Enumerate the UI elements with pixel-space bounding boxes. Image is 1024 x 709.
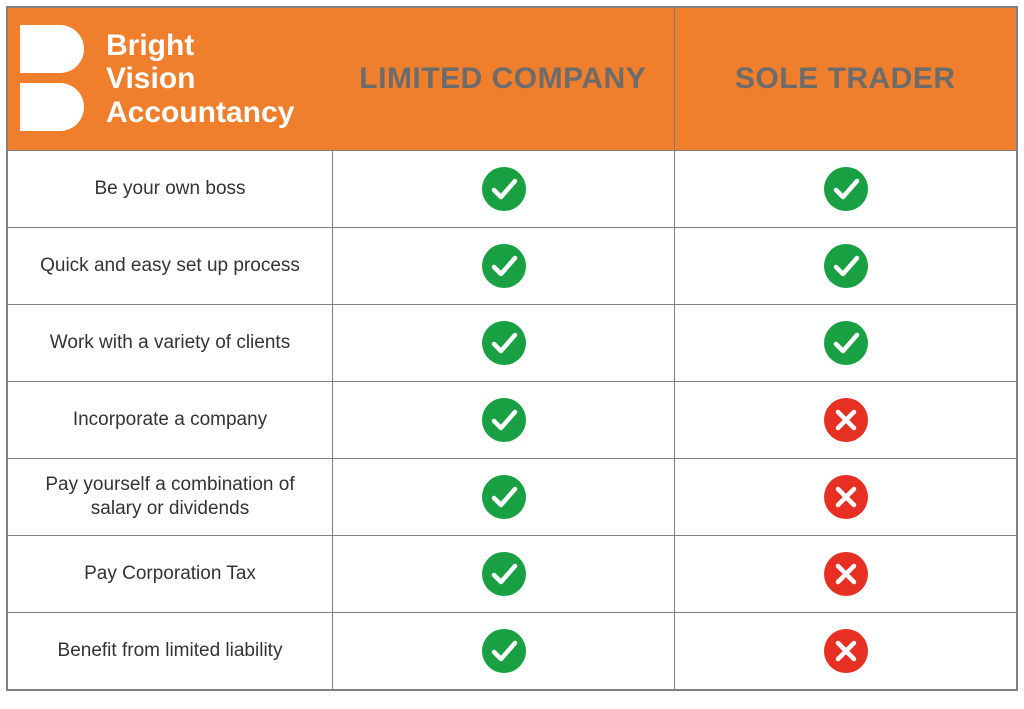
cell-sole-trader: [674, 613, 1016, 689]
check-icon: [824, 321, 868, 365]
check-icon: [824, 244, 868, 288]
cell-limited-company: [332, 305, 674, 381]
cell-sole-trader: [674, 382, 1016, 458]
feature-label: Benefit from limited liability: [8, 613, 332, 689]
table-row: Work with a variety of clients: [8, 304, 1016, 381]
check-icon: [482, 398, 526, 442]
table-row: Be your own boss: [8, 150, 1016, 227]
column-header-sole-trader: SOLE TRADER: [674, 8, 1017, 150]
cross-icon: [824, 475, 868, 519]
table-row: Quick and easy set up process: [8, 227, 1016, 304]
cell-sole-trader: [674, 151, 1016, 227]
cell-sole-trader: [674, 459, 1016, 535]
feature-label: Incorporate a company: [8, 382, 332, 458]
cross-icon: [824, 398, 868, 442]
column-header-limited-company: LIMITED COMPANY: [332, 8, 674, 150]
check-icon: [482, 321, 526, 365]
feature-label: Pay yourself a combination of salary or …: [8, 459, 332, 535]
check-icon: [482, 475, 526, 519]
cell-sole-trader: [674, 228, 1016, 304]
feature-label: Work with a variety of clients: [8, 305, 332, 381]
cell-limited-company: [332, 151, 674, 227]
check-icon: [482, 167, 526, 211]
brand-name: Bright Vision Accountancy: [106, 29, 294, 130]
cell-limited-company: [332, 228, 674, 304]
brand-logo-icon: [20, 25, 92, 133]
brand-cell: Bright Vision Accountancy: [8, 8, 332, 150]
check-icon: [482, 244, 526, 288]
cell-sole-trader: [674, 536, 1016, 612]
feature-label: Be your own boss: [8, 151, 332, 227]
table-body: Be your own bossQuick and easy set up pr…: [8, 150, 1016, 689]
check-icon: [824, 167, 868, 211]
cross-icon: [824, 552, 868, 596]
brand-line-3: Accountancy: [106, 96, 294, 130]
cell-limited-company: [332, 382, 674, 458]
table-row: Pay yourself a combination of salary or …: [8, 458, 1016, 535]
check-icon: [482, 552, 526, 596]
cross-icon: [824, 629, 868, 673]
table-row: Incorporate a company: [8, 381, 1016, 458]
cell-limited-company: [332, 613, 674, 689]
cell-limited-company: [332, 536, 674, 612]
table-row: Benefit from limited liability: [8, 612, 1016, 689]
cell-sole-trader: [674, 305, 1016, 381]
brand-line-1: Bright: [106, 29, 294, 63]
table-row: Pay Corporation Tax: [8, 535, 1016, 612]
feature-label: Quick and easy set up process: [8, 228, 332, 304]
cell-limited-company: [332, 459, 674, 535]
feature-label: Pay Corporation Tax: [8, 536, 332, 612]
check-icon: [482, 629, 526, 673]
comparison-table: Bright Vision Accountancy LIMITED COMPAN…: [6, 6, 1018, 691]
brand-line-2: Vision: [106, 62, 294, 96]
table-header: Bright Vision Accountancy LIMITED COMPAN…: [8, 8, 1016, 150]
